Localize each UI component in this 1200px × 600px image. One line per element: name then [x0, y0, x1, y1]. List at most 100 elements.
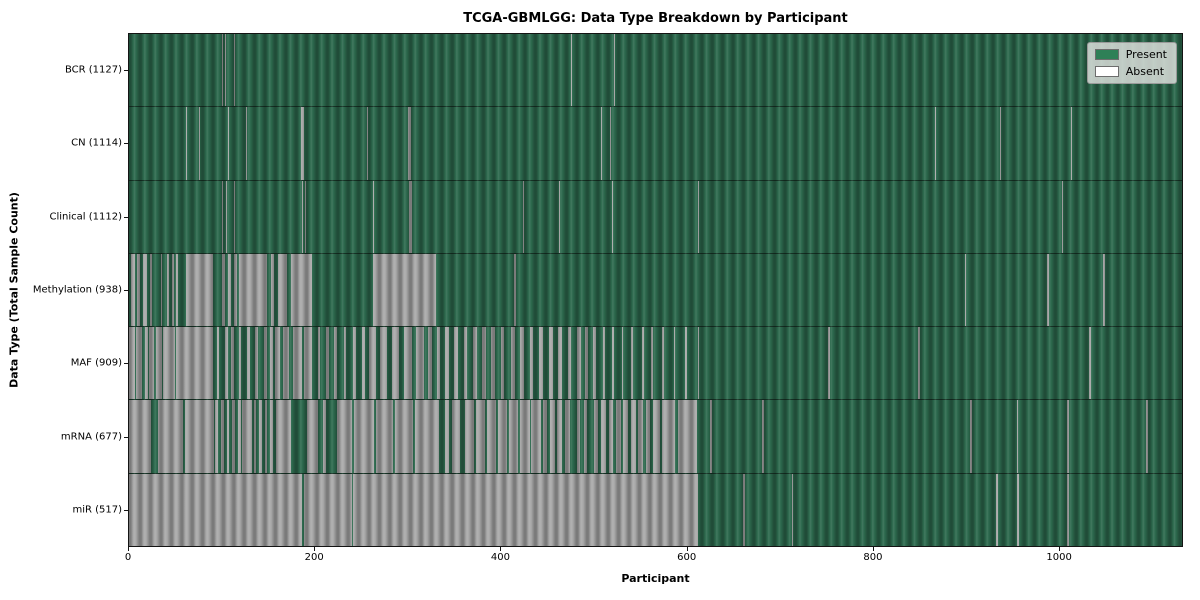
absent-segment: [614, 34, 616, 107]
ytick-mark: [124, 363, 128, 365]
absent-segment: [500, 327, 505, 400]
absent-segment: [343, 327, 347, 400]
absent-segment: [651, 327, 654, 400]
absent-segment: [353, 400, 375, 473]
absent-segment: [645, 400, 651, 473]
absent-segment: [684, 327, 687, 400]
absent-segment: [224, 34, 226, 107]
absent-segment: [407, 107, 411, 180]
xtick-mark: [314, 547, 316, 551]
absent-segment: [304, 180, 306, 253]
absent-segment: [1089, 327, 1091, 400]
xtick-mark: [128, 547, 129, 551]
absent-segment: [215, 400, 219, 473]
absent-segment: [303, 473, 353, 546]
absent-segment: [275, 400, 291, 473]
absent-segment: [185, 253, 213, 327]
absent-segment: [372, 253, 436, 327]
legend-label-absent: Absent: [1125, 65, 1165, 78]
absent-segment: [601, 107, 603, 180]
absent-segment: [234, 34, 235, 107]
absent-segment: [137, 253, 141, 327]
absent-segment: [238, 253, 267, 327]
ytick-mark: [124, 143, 128, 145]
absent-segment: [520, 400, 530, 473]
absent-segment: [509, 400, 519, 473]
absent-segment: [612, 327, 615, 400]
absent-segment: [253, 400, 257, 473]
absent-segment: [408, 180, 413, 253]
absent-segment: [549, 327, 553, 400]
absent-segment: [362, 327, 366, 400]
absent-segment: [317, 327, 321, 400]
absent-segment: [242, 400, 252, 473]
absent-segment: [529, 327, 534, 400]
absent-segment: [130, 253, 135, 327]
absent-segment: [277, 253, 287, 327]
xtick-label-1000: 1000: [1046, 552, 1072, 563]
absent-segment: [576, 400, 580, 473]
absent-segment: [486, 400, 497, 473]
absent-segment: [761, 400, 764, 473]
absent-segment: [482, 327, 486, 400]
chart-title: TCGA-GBMLGG: Data Type Breakdown by Part…: [463, 11, 848, 26]
absent-segment: [491, 327, 496, 400]
legend-label-present: Present: [1125, 48, 1167, 61]
absent-segment: [247, 327, 250, 400]
heatmap-row-bcr: [129, 34, 1182, 107]
absent-segment: [221, 34, 223, 107]
heatmap-row-maf: [129, 326, 1182, 400]
absent-segment: [221, 400, 224, 473]
absent-segment: [142, 253, 147, 327]
xtick-mark: [686, 547, 688, 551]
absent-segment: [1066, 473, 1069, 546]
ytick-label-mrna: mRNA (677): [60, 431, 122, 443]
absent-segment: [970, 400, 972, 473]
xtick-mark: [500, 547, 502, 551]
absent-segment: [557, 400, 563, 473]
absent-segment: [623, 400, 629, 473]
absent-segment: [176, 253, 179, 327]
absent-segment: [513, 253, 516, 327]
absent-segment: [221, 253, 225, 327]
absent-segment: [673, 327, 676, 400]
absent-segment: [497, 400, 508, 473]
absent-segment: [160, 253, 163, 327]
present-swatch: [1094, 49, 1119, 60]
legend-item-present: Present: [1094, 48, 1167, 61]
absent-segment: [270, 327, 274, 400]
ytick-label-bcr: BCR (1127): [64, 64, 122, 76]
absent-segment: [661, 400, 676, 473]
absent-segment: [996, 473, 998, 546]
absent-segment: [610, 107, 612, 180]
absent-segment: [523, 180, 524, 253]
absent-segment: [225, 180, 227, 253]
heatmap-rows: [129, 34, 1182, 546]
absent-segment: [274, 327, 281, 400]
xtick-label-200: 200: [304, 552, 324, 563]
absent-segment: [697, 180, 699, 253]
absent-segment: [185, 107, 187, 180]
absent-segment: [301, 180, 303, 253]
absent-segment: [630, 400, 636, 473]
ytick-mark: [124, 510, 128, 512]
absent-segment: [510, 327, 515, 400]
absent-segment: [150, 253, 153, 327]
absent-segment: [520, 327, 524, 400]
absent-segment: [584, 400, 588, 473]
absent-segment: [246, 107, 248, 180]
absent-segment: [300, 107, 304, 180]
absent-segment: [337, 400, 353, 473]
absent-segment: [567, 327, 572, 400]
absent-segment: [472, 327, 477, 400]
absent-segment: [452, 400, 460, 473]
absent-segment: [463, 327, 468, 400]
absent-segment: [531, 400, 541, 473]
ytick-mark: [124, 216, 128, 218]
absent-segment: [155, 327, 162, 400]
absent-segment: [144, 327, 148, 400]
absent-segment: [601, 400, 606, 473]
absent-segment: [352, 473, 698, 546]
absent-segment: [271, 253, 274, 327]
